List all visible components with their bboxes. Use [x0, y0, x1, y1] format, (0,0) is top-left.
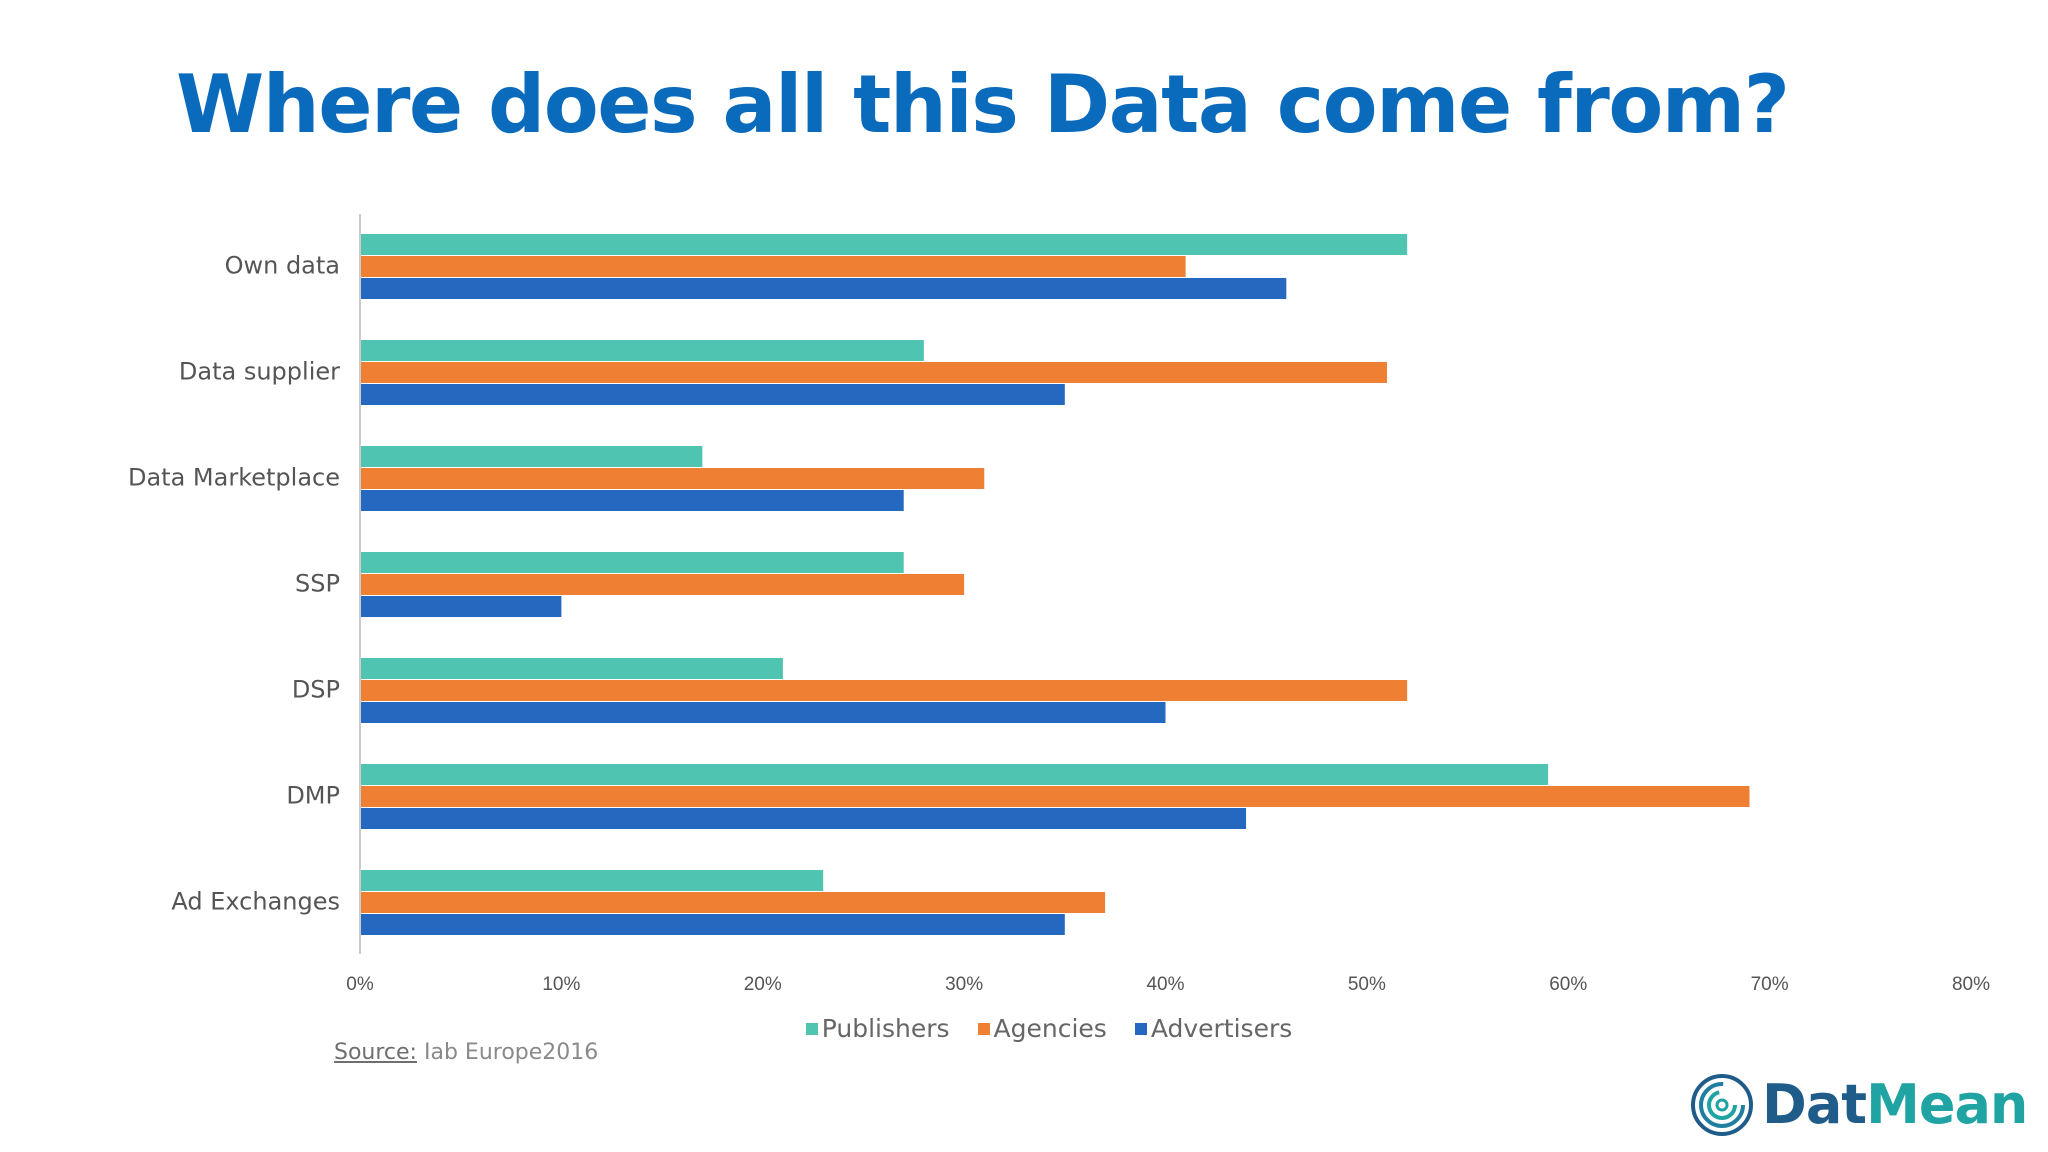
- source-note: Source: Iab Europe2016: [334, 1040, 598, 1065]
- bar-publishers-5: [360, 764, 1549, 785]
- slide-title: Where does all this Data come from?: [176, 58, 1790, 151]
- bar-agencies-3: [360, 574, 965, 595]
- brand-logo: DatMean: [1690, 1073, 2028, 1137]
- legend-item-advertisers: Advertisers: [1134, 1014, 1293, 1043]
- brand-name: DatMean: [1762, 1078, 2028, 1132]
- legend-item-agencies: Agencies: [977, 1014, 1107, 1043]
- bar-agencies-4: [360, 680, 1408, 701]
- category-label: DSP: [292, 676, 340, 704]
- x-tick-label: 10%: [542, 974, 580, 995]
- bar-advertisers-0: [360, 278, 1287, 299]
- bar-publishers-1: [360, 340, 924, 361]
- bar-advertisers-1: [360, 384, 1065, 405]
- brand-name-part1: Dat: [1762, 1073, 1867, 1136]
- x-tick-label: 70%: [1751, 974, 1789, 995]
- bar-advertisers-2: [360, 490, 904, 511]
- x-tick-labels: 0% 10% 20% 30% 40% 50% 60% 70% 80%: [346, 974, 1990, 995]
- bar-agencies-2: [360, 468, 985, 489]
- bar-publishers-0: [360, 234, 1408, 255]
- legend-swatch-agencies: [977, 1022, 990, 1035]
- brand-name-part2: Mean: [1866, 1073, 2028, 1136]
- bar-advertisers-3: [360, 596, 562, 617]
- bar-chart: Own data Data supplier Data Marketplace SSP…: [128, 214, 1990, 995]
- x-tick-label: 20%: [744, 974, 782, 995]
- x-tick-label: 50%: [1348, 974, 1386, 995]
- bar-advertisers-5: [360, 808, 1247, 829]
- category-label: Data supplier: [179, 358, 340, 386]
- bar-publishers-4: [360, 658, 783, 679]
- legend-label-publishers: Publishers: [821, 1014, 950, 1043]
- source-text: Iab Europe2016: [423, 1040, 599, 1065]
- legend-swatch-advertisers: [1134, 1022, 1147, 1035]
- x-tick-label: 0%: [346, 974, 374, 995]
- bar-agencies-6: [360, 892, 1106, 913]
- x-tick-label: 80%: [1952, 974, 1990, 995]
- bar-advertisers-4: [360, 702, 1166, 723]
- bar-agencies-0: [360, 256, 1186, 277]
- category-label: SSP: [295, 570, 340, 598]
- category-label: DMP: [286, 782, 340, 810]
- category-label: Ad Exchanges: [171, 888, 340, 916]
- bar-publishers-3: [360, 552, 904, 573]
- x-tick-label: 30%: [945, 974, 983, 995]
- x-tick-label: 40%: [1146, 974, 1184, 995]
- legend-label-agencies: Agencies: [993, 1014, 1107, 1043]
- bar-agencies-1: [360, 362, 1388, 383]
- concentric-spiral-icon: [1691, 1074, 1753, 1136]
- legend-swatch-publishers: [805, 1022, 818, 1035]
- legend: Publishers Agencies Advertisers: [0, 1014, 2048, 1043]
- category-label: Own data: [225, 252, 340, 280]
- source-label: Source:: [334, 1040, 417, 1065]
- bar-group: [360, 234, 1750, 935]
- category-label: Data Marketplace: [128, 464, 340, 492]
- bar-advertisers-6: [360, 914, 1065, 935]
- legend-label-advertisers: Advertisers: [1150, 1014, 1293, 1043]
- category-labels: Own data Data supplier Data Marketplace SSP…: [128, 252, 340, 916]
- bar-agencies-5: [360, 786, 1750, 807]
- x-tick-label: 60%: [1549, 974, 1587, 995]
- bar-publishers-6: [360, 870, 824, 891]
- bar-publishers-2: [360, 446, 703, 467]
- legend-item-publishers: Publishers: [805, 1014, 950, 1043]
